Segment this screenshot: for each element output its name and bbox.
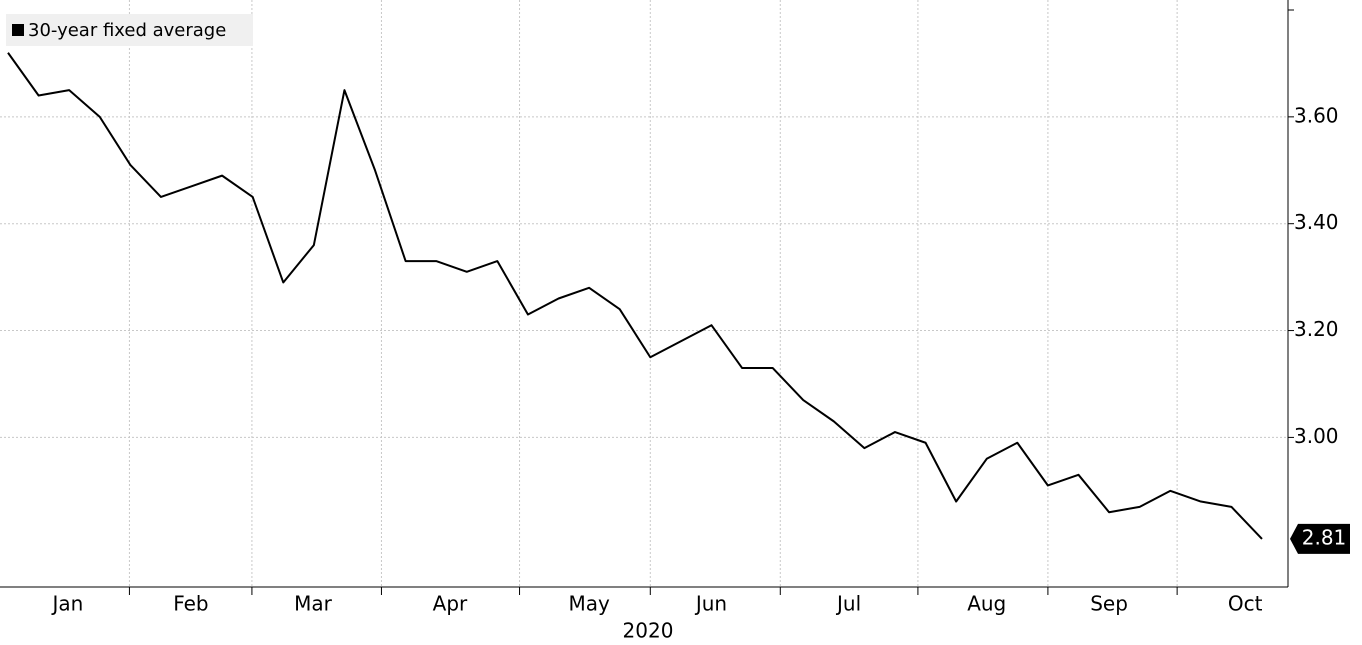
y-tick-label: 3.60 <box>1294 103 1339 127</box>
x-tick-label: Jan <box>51 592 84 616</box>
last-value-tag <box>1290 523 1350 554</box>
x-axis-label: 2020 <box>623 619 674 643</box>
last-value-label: 2.81 <box>1302 525 1347 549</box>
legend: 30-year fixed average <box>6 14 253 46</box>
x-tick-label: Sep <box>1090 592 1128 616</box>
data-line <box>7 52 1263 540</box>
x-tick-label: Oct <box>1228 592 1263 616</box>
x-tick-label: Aug <box>967 592 1006 616</box>
y-tick-label: 3.00 <box>1294 424 1339 448</box>
x-tick-label: Apr <box>433 592 468 616</box>
x-tick-label: Jun <box>694 592 727 616</box>
y-tick-label: 3.20 <box>1294 317 1339 341</box>
y-tick-label: 3.40 <box>1294 210 1339 234</box>
x-tick-label: Mar <box>294 592 333 616</box>
x-tick-label: Feb <box>173 592 208 616</box>
legend-label: 30-year fixed average <box>28 20 226 41</box>
legend-swatch <box>12 24 24 36</box>
legend-box <box>6 14 253 46</box>
x-tick-label: May <box>568 592 610 616</box>
x-tick-label: Jul <box>835 592 861 616</box>
